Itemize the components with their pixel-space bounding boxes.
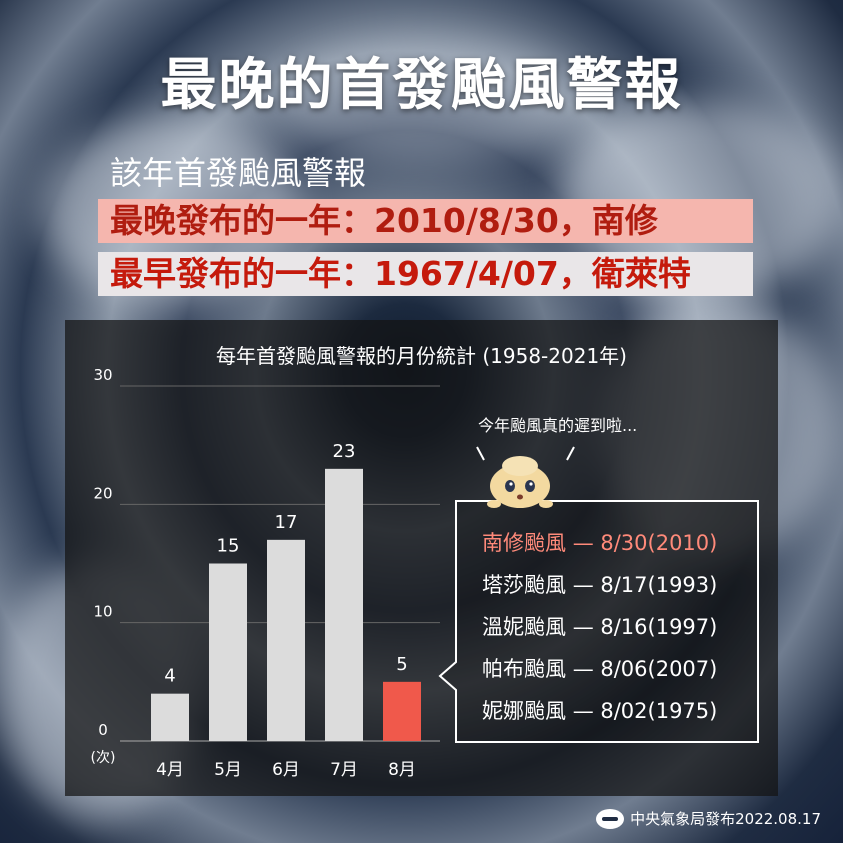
typhoon-name: 塔莎颱風 [482, 573, 566, 597]
x-tick-label: 6月 [272, 760, 300, 780]
mascot-icon [487, 456, 553, 508]
page-subtitle: 該年首發颱風警報 [110, 154, 367, 192]
bar-value-label: 23 [333, 441, 356, 462]
bar-value-label: 4 [164, 666, 175, 687]
x-tick-label: 4月 [156, 760, 184, 780]
typhoon-date: — 8/02(1975) [572, 699, 718, 723]
typhoon-name: 帕布颱風 [482, 657, 566, 681]
bar-7-month [325, 468, 363, 741]
y-axis-unit-label: (次) [91, 750, 116, 766]
callout-box [438, 500, 759, 743]
chart-title: 每年首發颱風警報的月份統計 (1958-2021年) [216, 344, 627, 368]
page-title: 最晚的首發颱風警報 [160, 53, 683, 118]
x-tick-label: 8月 [388, 760, 416, 780]
bar-4-month [151, 693, 189, 741]
typhoon-date: — 8/17(1993) [572, 573, 718, 597]
typhoon-date: — 8/30(2010) [572, 531, 718, 555]
latest-highlight: 最晚發布的一年：2010/8/30，南修 [98, 199, 753, 243]
bar-5-month [209, 563, 247, 741]
x-tick-label: 5月 [214, 760, 242, 780]
typhoon-date: — 8/06(2007) [572, 657, 718, 681]
footer: 中央氣象局發布2022.08.17 [596, 808, 821, 829]
y-tick-label: 10 [93, 603, 112, 621]
y-tick-label: 20 [93, 484, 112, 502]
cwb-logo-icon [596, 809, 625, 829]
bar-value-label: 15 [217, 536, 240, 557]
earliest-highlight: 最早發布的一年：1967/4/07，衛萊特 [98, 252, 753, 296]
typhoon-list-item: 南修颱風 — 8/30(2010) [482, 527, 717, 557]
y-tick-label: 0 [98, 721, 108, 739]
thought-bubble-text: 今年颱風真的遲到啦... [478, 416, 638, 435]
typhoon-name: 妮娜颱風 [482, 699, 566, 723]
typhoon-list-item: 溫妮颱風 — 8/16(1997) [482, 611, 717, 641]
typhoon-name: 南修颱風 [482, 531, 566, 555]
thought-mark-right [566, 446, 575, 461]
typhoon-date: — 8/16(1997) [572, 615, 718, 639]
bar-6-month [267, 539, 305, 741]
bar-8-month [383, 681, 421, 741]
footer-text: 中央氣象局發布2022.08.17 [630, 809, 821, 828]
typhoon-list-item: 妮娜颱風 — 8/02(1975) [482, 695, 717, 725]
typhoon-name: 溫妮颱風 [482, 615, 566, 639]
bar-value-label: 17 [275, 512, 298, 533]
typhoon-list-item: 塔莎颱風 — 8/17(1993) [482, 569, 717, 599]
thought-mark-left [476, 446, 485, 461]
bar-value-label: 5 [396, 654, 407, 675]
x-tick-label: 7月 [330, 760, 358, 780]
typhoon-list-item: 帕布颱風 — 8/06(2007) [482, 653, 717, 683]
y-tick-label: 30 [93, 366, 112, 384]
